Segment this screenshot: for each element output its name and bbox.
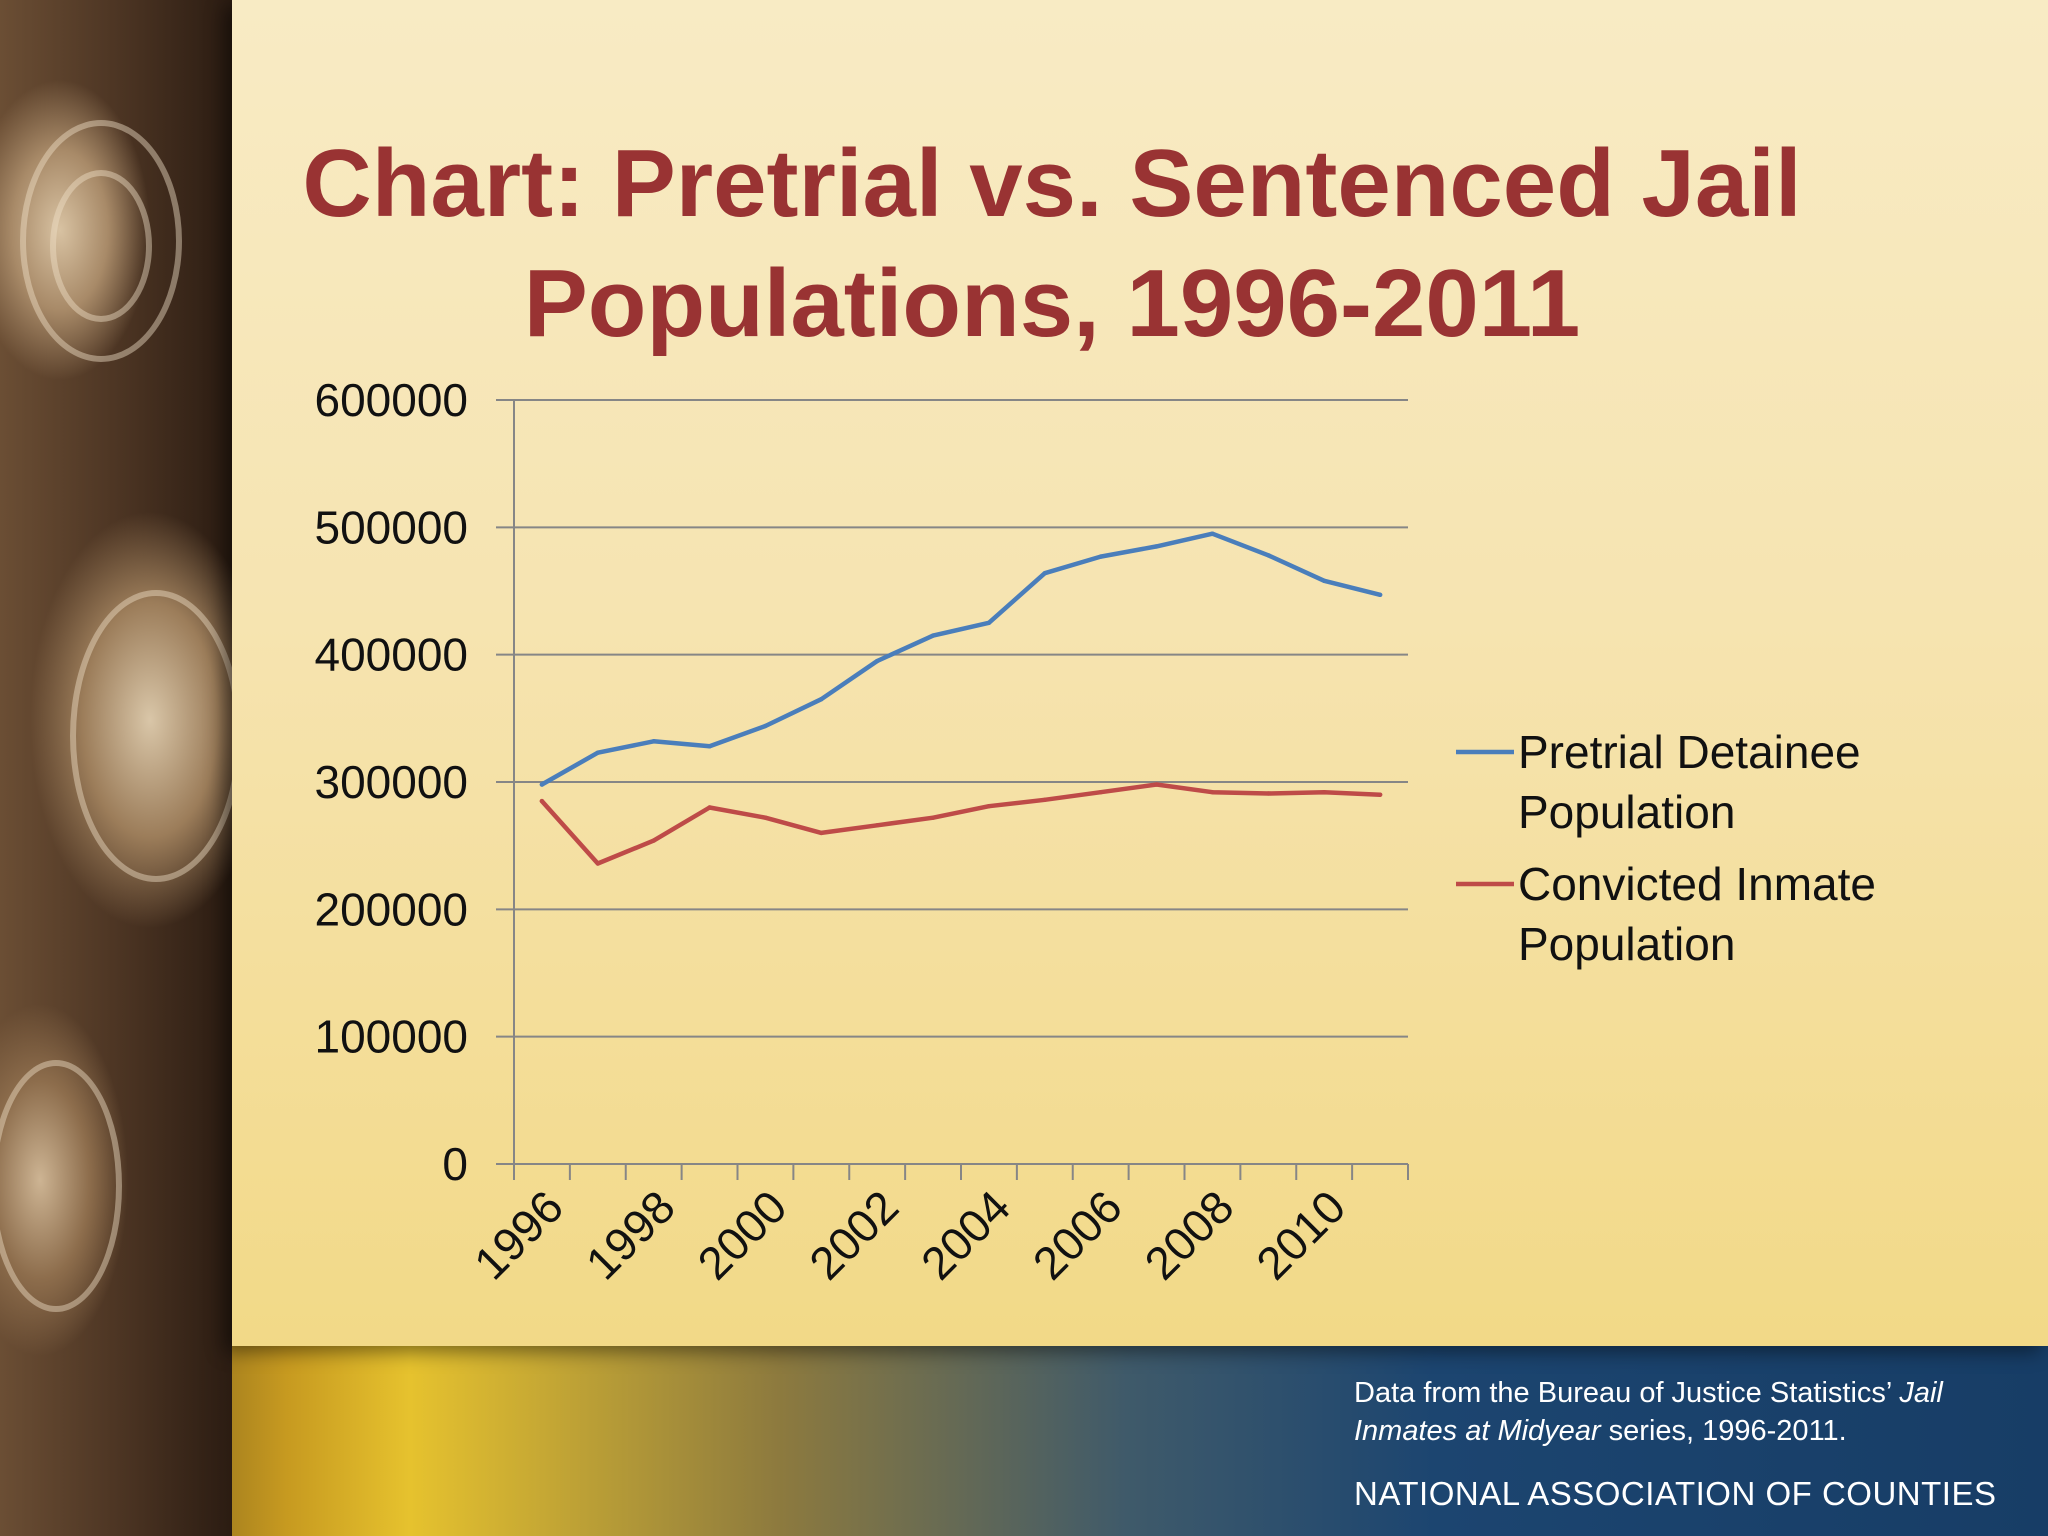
x-tick-label: 2004 (911, 1180, 1020, 1289)
x-tick-label: 2000 (687, 1180, 796, 1289)
data-point (874, 823, 880, 828)
data-source-note: Data from the Bureau of Justice Statisti… (1354, 1374, 2014, 1450)
y-tick-label: 600000 (315, 374, 469, 426)
y-tick-label: 100000 (315, 1011, 469, 1063)
data-point (1210, 789, 1215, 795)
data-point (930, 815, 936, 820)
data-point (1042, 797, 1048, 803)
data-point (595, 861, 601, 866)
slide-title: Chart: Pretrial vs. Sentenced Jail Popul… (232, 124, 1872, 364)
series-lines (539, 531, 1383, 866)
x-tick-labels: 1996 1998 2000 2002 2004 2006 2008 2010 (464, 1180, 1355, 1289)
data-point (1377, 592, 1383, 598)
data-point (986, 620, 992, 626)
x-tick-label: 2006 (1023, 1180, 1132, 1289)
data-point (1266, 553, 1271, 558)
legend: Pretrial Detainee Population Convicted Inm… (1456, 726, 1876, 970)
source-text-1: Data from the Bureau of Justice Statisti… (1354, 1377, 1900, 1409)
legend-label: Population (1518, 918, 1735, 970)
data-point (539, 798, 545, 804)
data-point (930, 633, 936, 638)
title-line-1: Chart: Pretrial vs. Sentenced Jail (302, 130, 1802, 238)
slide-panel (232, 0, 2048, 1346)
legend-label: Pretrial Detainee (1518, 726, 1861, 778)
y-tick-label: 300000 (315, 756, 469, 808)
data-point (651, 739, 656, 744)
source-publication: Jail Inmates at Midyear (1354, 1377, 1943, 1447)
data-point (763, 723, 768, 729)
data-point (874, 658, 880, 664)
data-point (707, 744, 712, 749)
bottom-decoration-band (0, 1346, 2048, 1536)
y-tick-label: 0 (442, 1138, 468, 1190)
axes (513, 400, 1409, 1180)
ionic-column-decoration (0, 0, 242, 1536)
data-point (986, 803, 992, 809)
data-point (1042, 570, 1048, 576)
data-point (763, 815, 768, 820)
title-line-2: Populations, 1996-2011 (523, 250, 1581, 358)
data-point (539, 782, 545, 787)
data-point (1154, 782, 1159, 787)
gridlines (496, 399, 1408, 1165)
legend-label: Population (1518, 786, 1735, 838)
data-point (707, 805, 712, 810)
data-point (1210, 531, 1215, 536)
organization-name: NATIONAL ASSOCIATION OF COUNTIES (1354, 1475, 1997, 1512)
pretrial-series-line (539, 531, 1383, 787)
x-tick-label: 1996 (464, 1180, 573, 1289)
data-point (595, 750, 601, 755)
convicted-series-line (539, 782, 1383, 866)
data-point (1154, 544, 1159, 549)
y-tick-label: 500000 (315, 501, 469, 553)
x-tick-label: 2008 (1134, 1180, 1243, 1289)
data-point (1266, 791, 1271, 796)
source-text-2: series, 1996-2011. (1600, 1415, 1847, 1447)
y-tick-label: 200000 (315, 883, 469, 935)
x-tick-label: 1998 (576, 1180, 685, 1289)
data-point (819, 697, 824, 702)
data-point (1321, 789, 1327, 795)
data-point (819, 830, 824, 836)
legend-label: Convicted Inmate (1518, 858, 1876, 910)
data-point (1321, 578, 1327, 584)
data-point (1098, 789, 1103, 795)
y-tick-labels: 0 100000 200000 300000 400000 500000 600000 (315, 374, 469, 1190)
data-point (1098, 554, 1103, 559)
data-point (1377, 792, 1383, 797)
line-chart: 0 100000 200000 300000 400000 500000 600000 19… (315, 374, 1876, 1289)
data-point (651, 838, 656, 843)
x-tick-label: 2010 (1246, 1180, 1355, 1289)
y-tick-label: 400000 (315, 629, 469, 681)
x-tick-label: 2002 (799, 1180, 908, 1289)
